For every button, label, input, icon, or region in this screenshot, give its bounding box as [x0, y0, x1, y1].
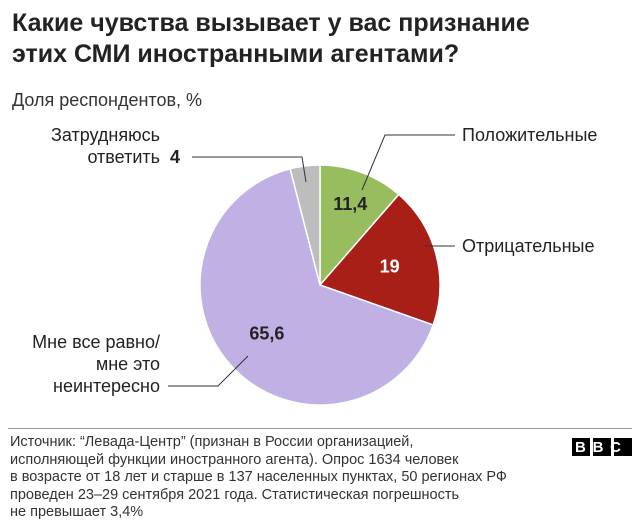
value-label: 11,4 [333, 194, 367, 214]
category-label: Отрицательные [462, 236, 594, 256]
category-label: Мне все равно/мне это неинтересно [32, 332, 160, 396]
value-label: 4 [170, 147, 180, 167]
chart-subtitle: Доля респондентов, % [12, 90, 203, 110]
chart-title: Какие чувства вызывает у вас признание э… [12, 9, 530, 68]
leader-line [168, 355, 249, 387]
pie-slice [199, 167, 435, 406]
source-note: Источник: “Левада-Центр” (признан в Росс… [10, 434, 507, 520]
pie-slice [289, 164, 321, 286]
value-label: 65,6 [249, 324, 284, 344]
logo-box [593, 438, 611, 456]
pie-slice [318, 193, 441, 326]
pie-slice [319, 164, 400, 288]
leader-line [361, 134, 455, 191]
chart: 11,4 Положительные 19 Отрицательные 65,6 Мне … [32, 125, 597, 406]
separator [8, 428, 632, 429]
logo: BBC [575, 439, 629, 456]
category-label: Затрудняюсь ответить [51, 125, 160, 167]
leader-line [192, 156, 307, 183]
category-label: Положительные [462, 125, 597, 145]
logo-box [572, 438, 590, 456]
logo-box [614, 438, 632, 456]
value-label: 19 [380, 257, 400, 277]
